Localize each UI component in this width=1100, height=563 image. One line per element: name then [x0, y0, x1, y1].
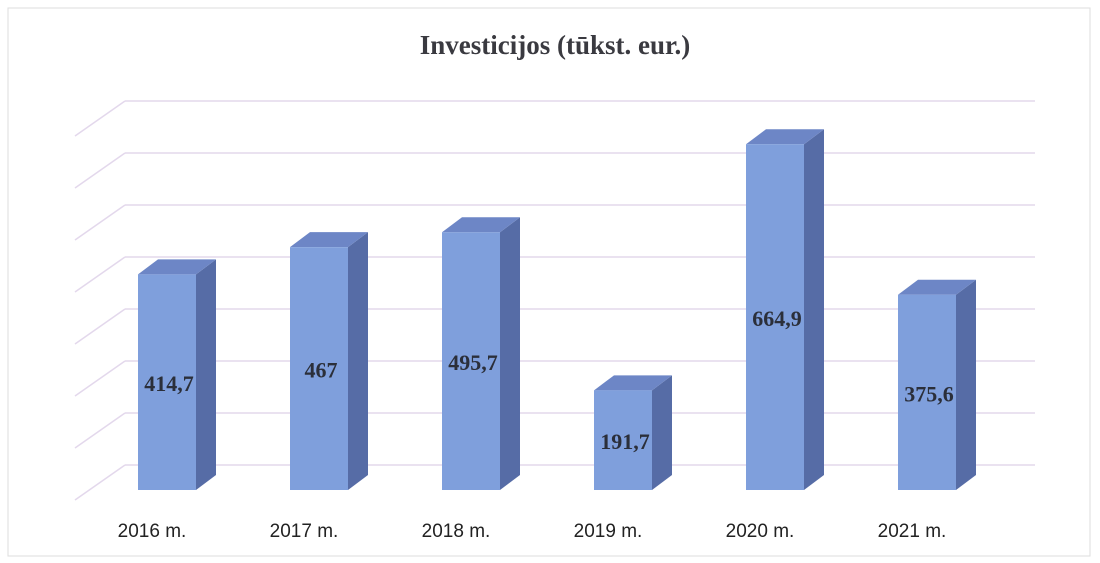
- grid-line: [74, 308, 126, 345]
- bar-side: [196, 259, 216, 490]
- value-label: 375,6: [904, 381, 954, 406]
- value-label: 467: [305, 358, 338, 383]
- bar-top: [290, 232, 368, 248]
- x-tick-label: 2021 m.: [878, 521, 947, 542]
- value-label: 664,9: [752, 306, 802, 331]
- chart-title: Investicijos (tūkst. eur.): [420, 30, 691, 60]
- grid-line: [74, 464, 126, 501]
- bar-top: [746, 129, 824, 145]
- bar: [442, 232, 500, 490]
- x-tick-label: 2017 m.: [270, 521, 339, 542]
- x-tick-label: 2019 m.: [574, 521, 643, 542]
- bar: [746, 144, 804, 490]
- bar: [138, 274, 196, 490]
- grid-line: [74, 256, 126, 293]
- bar-side: [652, 375, 672, 490]
- x-tick-label: 2018 m.: [422, 521, 491, 542]
- grid-line: [74, 152, 126, 189]
- x-tick-label: 2016 m.: [118, 521, 187, 542]
- bar-top: [138, 259, 216, 275]
- bar-top: [442, 217, 520, 233]
- value-label: 495,7: [448, 350, 498, 375]
- bar-side: [804, 129, 824, 490]
- bar: [594, 390, 652, 490]
- value-label: 414,7: [144, 371, 194, 396]
- bar-top: [898, 279, 976, 295]
- grid-line: [74, 204, 126, 241]
- grid-line: [74, 360, 126, 397]
- grid-line: [74, 100, 126, 137]
- bar-side: [500, 217, 520, 490]
- bar-side: [348, 232, 368, 490]
- bar-side: [956, 279, 976, 490]
- bar-top: [594, 375, 672, 391]
- bar: [898, 294, 956, 490]
- bar: [290, 247, 348, 490]
- grid-line: [74, 412, 126, 449]
- x-tick-label: 2020 m.: [726, 521, 795, 542]
- value-label: 191,7: [600, 429, 650, 454]
